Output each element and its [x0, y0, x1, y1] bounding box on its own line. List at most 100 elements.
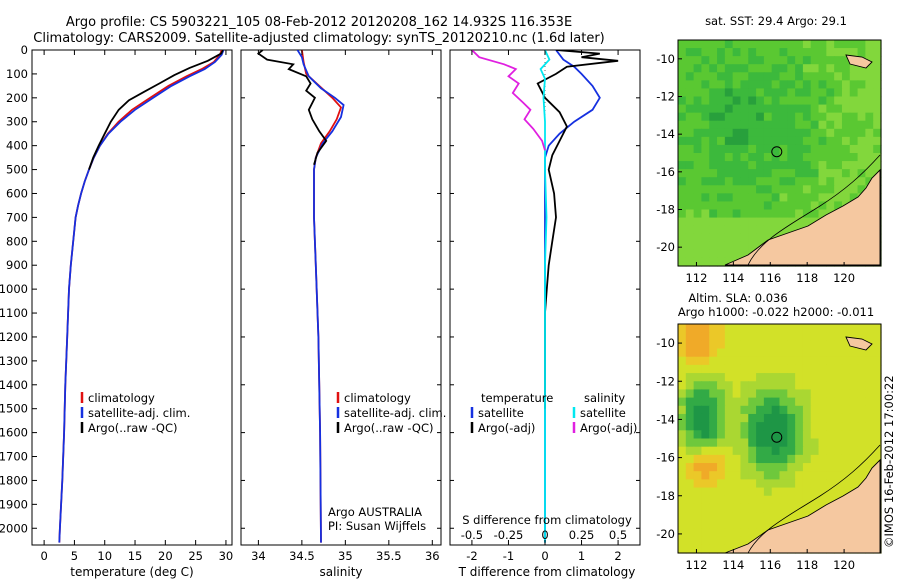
legend-label: climatology [88, 391, 155, 405]
map-cell [724, 528, 734, 538]
map-cell [818, 373, 827, 382]
map-cell [810, 161, 820, 170]
y-tick-label: 1200 [0, 330, 28, 344]
map-cell [834, 185, 843, 194]
sst-map-panel: sat. SST: 29.4 Argo: 29.1 112 114 116 118 12… [656, 14, 882, 285]
map-cell [717, 348, 726, 358]
y-tick-label: 1500 [0, 402, 28, 416]
map-cell [724, 80, 734, 90]
map-cell [818, 177, 827, 186]
map-cell [787, 381, 796, 391]
map-cell [724, 161, 734, 170]
map-cell [779, 389, 788, 399]
y-tick-label: 400 [6, 139, 28, 153]
temperature-plot-frame [31, 49, 233, 546]
map-cell [818, 348, 827, 358]
map-cell [841, 104, 851, 114]
map-cell [865, 405, 874, 415]
map-cell [685, 144, 695, 154]
map-cell [709, 48, 718, 57]
map-cell [787, 422, 796, 431]
map-cell [787, 169, 796, 178]
map-cell [865, 356, 874, 366]
map-cell [826, 332, 835, 341]
map-cell [763, 177, 773, 186]
map-cell [810, 471, 820, 480]
map-cell [826, 348, 835, 358]
map-cell [756, 348, 765, 358]
map-cell [717, 136, 726, 146]
map-cell [756, 438, 765, 448]
map-cell [795, 40, 804, 49]
map-cell [802, 373, 812, 382]
map-cell [795, 487, 804, 497]
map-cell [724, 233, 734, 243]
map-cell [701, 249, 710, 259]
map-cell [724, 88, 734, 98]
salinity-annotation-line2: PI: Susan Wijffels [328, 519, 426, 533]
map-cell [748, 185, 757, 194]
map-cell [779, 373, 788, 382]
map-cell [701, 487, 710, 497]
map-cell [763, 389, 773, 399]
map-cell [685, 422, 695, 431]
map-cell [771, 463, 781, 472]
map-cell [818, 340, 827, 350]
map-cell [865, 88, 874, 98]
map-cell [701, 446, 710, 456]
map-cell [685, 225, 695, 235]
map-cell [685, 487, 695, 497]
map-cell [685, 446, 695, 456]
map-cell [732, 88, 742, 98]
x-tick-label: 36 [425, 549, 440, 563]
map-cell [756, 185, 765, 194]
map-cell [748, 104, 757, 114]
map-cell [826, 364, 835, 374]
map-cell [756, 225, 765, 235]
map-cell [818, 185, 827, 194]
map-cell [756, 471, 765, 480]
map-cell [857, 454, 866, 464]
map-cell [740, 217, 749, 227]
map-cell [771, 397, 781, 407]
map-cell [841, 48, 851, 57]
map-cell [724, 40, 734, 49]
map-cell [826, 72, 835, 81]
map-cell [693, 430, 703, 440]
map-cell [779, 356, 788, 366]
map-cell [857, 96, 866, 106]
map-cell [795, 96, 804, 106]
map-cell [787, 397, 796, 407]
map-cell [685, 104, 695, 114]
map-cell [771, 209, 781, 219]
map-cell [763, 324, 773, 333]
map-cell [818, 413, 827, 423]
map-y-tick-label: -12 [656, 374, 675, 388]
map-cell [873, 324, 882, 333]
map-cell [678, 438, 687, 448]
map-cell [818, 332, 827, 341]
map-cell [756, 136, 765, 146]
map-cell [834, 64, 843, 73]
map-cell [834, 48, 843, 57]
map-cell [685, 257, 695, 267]
map-cell [763, 520, 773, 530]
map-cell [740, 128, 749, 138]
map-cell [818, 356, 827, 366]
map-cell [678, 356, 687, 366]
map-cell [685, 520, 695, 530]
map-x-tick-label: 116 [759, 271, 781, 285]
map-cell [709, 225, 718, 235]
map-cell [685, 364, 695, 374]
map-cell [771, 185, 781, 194]
map-cell [732, 144, 742, 154]
y-tick-label: 800 [6, 234, 28, 248]
map-cell [732, 528, 742, 538]
map-cell [865, 332, 874, 341]
map-cell [709, 512, 718, 521]
map-cell [701, 128, 710, 138]
map-cell [818, 161, 827, 170]
map-cell [857, 373, 866, 382]
map-x-tick-label: 112 [685, 271, 707, 285]
map-cell [701, 209, 710, 219]
